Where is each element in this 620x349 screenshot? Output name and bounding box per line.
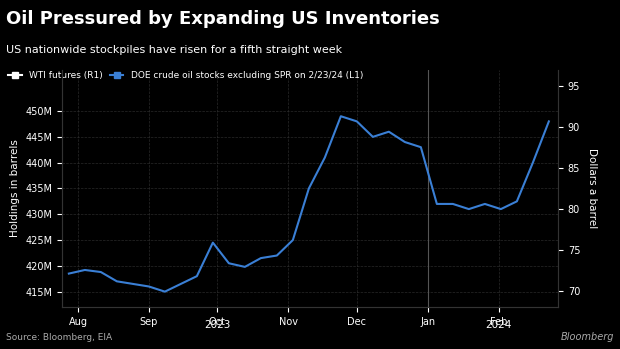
- Text: Bloomberg: Bloomberg: [560, 332, 614, 342]
- Y-axis label: Dollars a barrel: Dollars a barrel: [587, 148, 597, 229]
- Y-axis label: Holdings in barrels: Holdings in barrels: [9, 140, 20, 237]
- Legend: WTI futures (R1), DOE crude oil stocks excluding SPR on 2/23/24 (L1): WTI futures (R1), DOE crude oil stocks e…: [4, 67, 366, 83]
- Text: 2024: 2024: [485, 320, 512, 330]
- Text: US nationwide stockpiles have risen for a fifth straight week: US nationwide stockpiles have risen for …: [6, 45, 342, 55]
- Text: Source: Bloomberg, EIA: Source: Bloomberg, EIA: [6, 333, 112, 342]
- Text: Oil Pressured by Expanding US Inventories: Oil Pressured by Expanding US Inventorie…: [6, 10, 440, 29]
- Text: 2023: 2023: [204, 320, 231, 330]
